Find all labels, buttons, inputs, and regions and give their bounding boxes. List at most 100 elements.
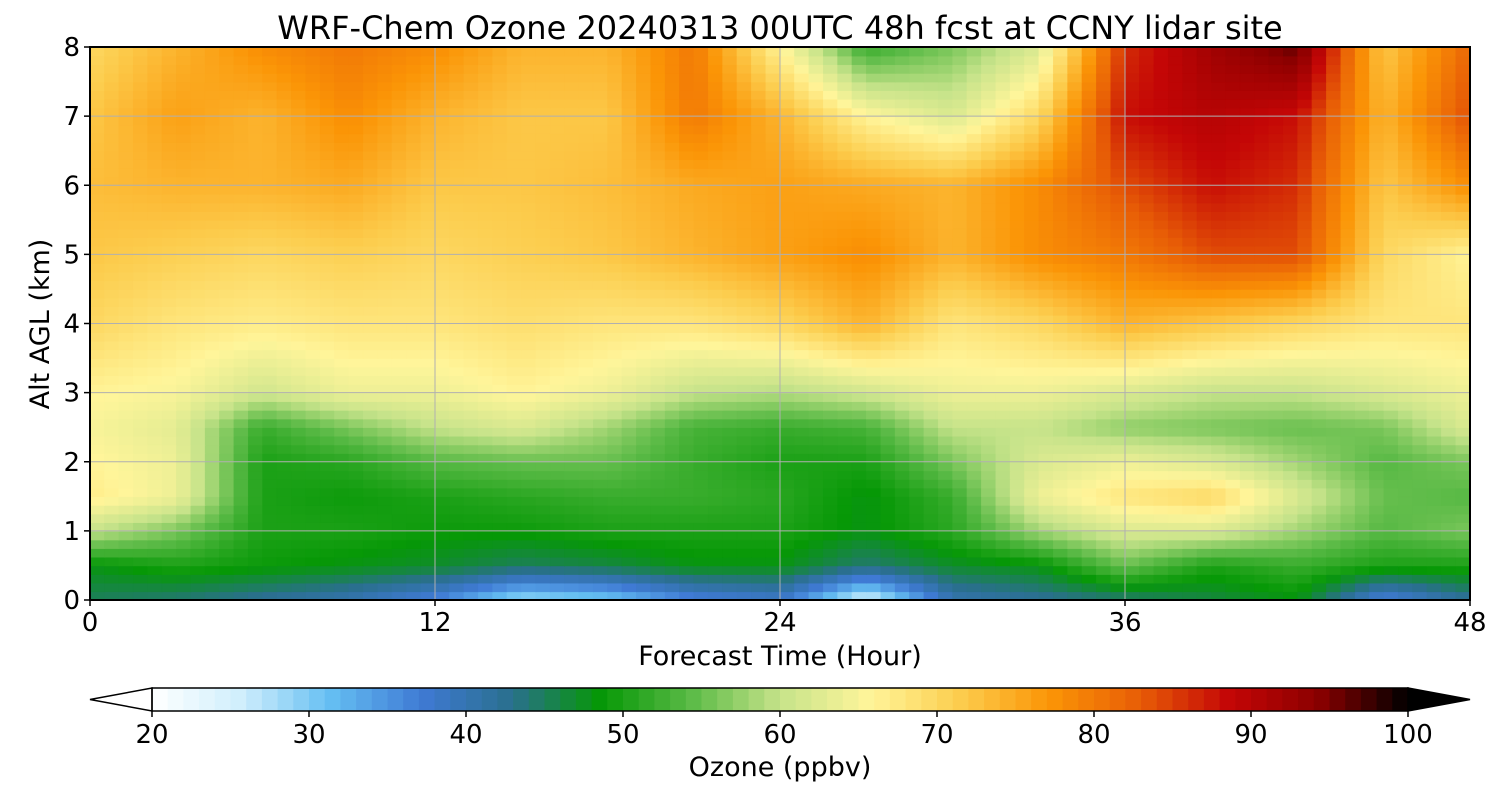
heatmap-cell xyxy=(578,427,594,437)
heatmap-cell xyxy=(1254,418,1270,428)
heatmap-cell xyxy=(1067,427,1083,437)
heatmap-cell xyxy=(521,530,537,541)
heatmap-cell xyxy=(362,452,379,463)
heatmap-cell xyxy=(276,452,293,463)
heatmap-cell xyxy=(262,427,278,437)
heatmap-cell xyxy=(679,202,695,212)
heatmap-cell xyxy=(722,573,738,584)
heatmap-cell xyxy=(104,357,120,368)
heatmap-cell xyxy=(693,349,709,359)
heatmap-cell xyxy=(147,401,163,411)
heatmap-cell xyxy=(521,401,537,411)
heatmap-cell xyxy=(1397,211,1414,221)
heatmap-cell xyxy=(981,573,997,584)
heatmap-cell xyxy=(1038,383,1054,394)
heatmap-cell xyxy=(952,383,968,394)
heatmap-cell xyxy=(1052,271,1069,282)
heatmap-cell xyxy=(1038,288,1054,299)
heatmap-cell xyxy=(334,409,350,420)
heatmap-cell xyxy=(132,478,149,489)
heatmap-cell xyxy=(837,306,853,316)
heatmap-cell xyxy=(808,254,824,264)
heatmap-cell xyxy=(305,150,321,161)
heatmap-cell xyxy=(1268,185,1284,195)
heatmap-cell xyxy=(89,150,106,161)
heatmap-cell xyxy=(636,262,652,273)
heatmap-cell xyxy=(1182,340,1198,351)
heatmap-cell xyxy=(233,582,249,593)
heatmap-cell xyxy=(664,504,681,515)
heatmap-cell xyxy=(477,513,494,523)
heatmap-cell xyxy=(406,331,422,342)
heatmap-cell xyxy=(937,288,954,299)
heatmap-cell xyxy=(779,288,796,299)
heatmap-cell xyxy=(1282,357,1299,368)
heatmap-cell xyxy=(1038,357,1054,368)
heatmap-cell xyxy=(233,556,249,567)
heatmap-cell xyxy=(334,331,350,342)
heatmap-cell xyxy=(1426,159,1443,169)
heatmap-cell xyxy=(190,530,206,541)
heatmap-cell xyxy=(607,150,623,161)
heatmap-cell xyxy=(621,150,638,161)
heatmap-cell xyxy=(1024,375,1040,385)
heatmap-cell xyxy=(1124,504,1141,515)
heatmap-cell xyxy=(492,262,508,273)
heatmap-cell xyxy=(362,150,379,161)
heatmap-cell xyxy=(291,539,307,549)
heatmap-cell xyxy=(1124,383,1141,394)
heatmap-cell xyxy=(894,548,911,558)
heatmap-cell xyxy=(1282,366,1299,377)
heatmap-cell xyxy=(1369,150,1385,161)
heatmap-cell xyxy=(521,176,537,187)
heatmap-cell xyxy=(147,193,163,204)
heatmap-cell xyxy=(1038,185,1054,195)
heatmap-cell xyxy=(693,271,709,282)
heatmap-cell xyxy=(1182,452,1198,463)
heatmap-cell xyxy=(866,452,882,463)
heatmap-cell xyxy=(190,556,206,567)
heatmap-cell xyxy=(1369,383,1385,394)
heatmap-cell xyxy=(1225,530,1241,541)
heatmap-cell xyxy=(722,167,738,178)
heatmap-cell xyxy=(1354,331,1371,342)
heatmap-cell xyxy=(1326,167,1342,178)
heatmap-cell xyxy=(319,340,336,351)
heatmap-cell xyxy=(1139,150,1155,161)
heatmap-cell xyxy=(1196,573,1213,584)
heatmap-cell xyxy=(463,548,479,558)
heatmap-cell xyxy=(1326,548,1342,558)
heatmap-cell xyxy=(420,409,436,420)
heatmap-cell xyxy=(348,478,364,489)
heatmap-cell xyxy=(1052,219,1069,230)
heatmap-cell xyxy=(736,331,753,342)
heatmap-cell xyxy=(592,262,609,273)
heatmap-cell xyxy=(650,539,666,549)
heatmap-cell xyxy=(334,185,350,195)
heatmap-cell xyxy=(377,185,393,195)
heatmap-cell xyxy=(1354,193,1371,204)
heatmap-cell xyxy=(981,280,997,290)
heatmap-cell xyxy=(837,530,853,541)
heatmap-cell xyxy=(1024,366,1040,377)
heatmap-cell xyxy=(981,582,997,593)
heatmap-cell xyxy=(362,288,379,299)
heatmap-cell xyxy=(1139,297,1155,307)
heatmap-cell xyxy=(894,444,911,454)
heatmap-cell xyxy=(1081,306,1098,316)
heatmap-cell xyxy=(492,452,508,463)
heatmap-cell xyxy=(233,522,249,532)
heatmap-cell xyxy=(362,375,379,385)
heatmap-cell xyxy=(751,306,767,316)
heatmap-cell xyxy=(391,435,408,446)
heatmap-cell xyxy=(190,461,206,472)
heatmap-cell xyxy=(348,167,364,178)
heatmap-cell xyxy=(1455,202,1471,212)
heatmap-cell xyxy=(319,331,336,342)
heatmap-cell xyxy=(1383,565,1399,575)
heatmap-cell xyxy=(1369,228,1385,238)
heatmap-cell xyxy=(535,513,551,523)
heatmap-cell xyxy=(1369,306,1385,316)
heatmap-cell xyxy=(233,219,249,230)
heatmap-cell xyxy=(1297,504,1313,515)
